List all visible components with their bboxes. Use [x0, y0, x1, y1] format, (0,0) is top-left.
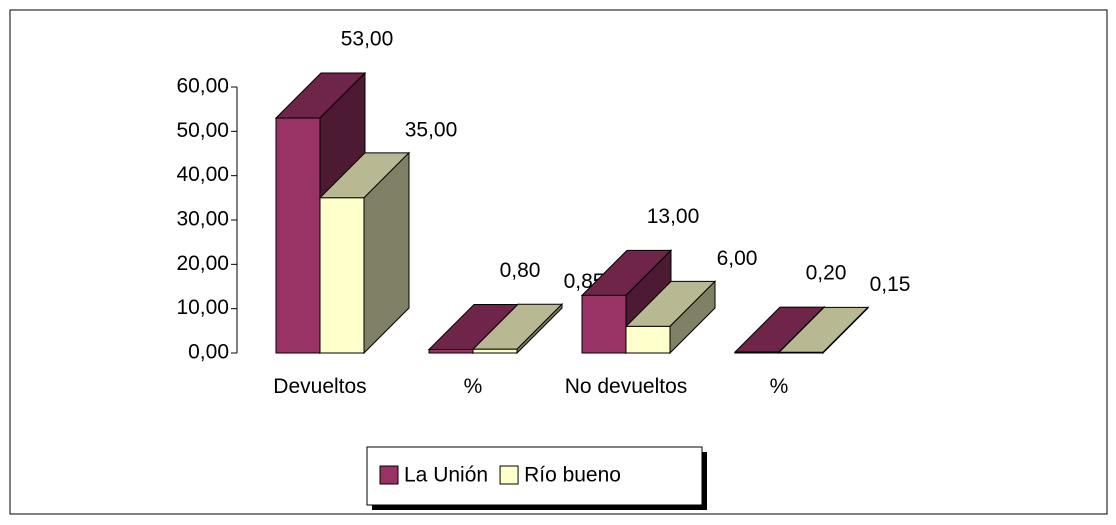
bar-face	[428, 348, 474, 354]
x-tick-label: %	[463, 375, 483, 398]
data-label: 0,80	[500, 259, 541, 282]
bar-face	[778, 351, 824, 354]
legend-label: La Unión	[404, 464, 488, 487]
bar	[471, 303, 564, 355]
data-label: 13,00	[647, 205, 700, 228]
legend-swatch	[499, 465, 519, 485]
bar-face	[625, 325, 671, 354]
data-label: 35,00	[405, 118, 458, 141]
bar	[624, 280, 717, 355]
y-tick-label: 50,00	[176, 119, 229, 142]
x-tick-label: %	[769, 375, 789, 398]
data-label: 0,15	[870, 273, 911, 296]
data-label: 53,00	[341, 28, 394, 51]
bar-face	[275, 117, 321, 354]
bar-face	[734, 351, 780, 354]
bar-face	[472, 348, 518, 354]
data-label: 0,20	[806, 262, 847, 285]
chart-border	[9, 9, 1108, 515]
y-tick-label: 20,00	[176, 252, 229, 275]
x-tick-label: Devueltos	[273, 375, 367, 398]
y-tick-label: 0,00	[188, 341, 229, 364]
legend-label: Río bueno	[524, 464, 621, 487]
x-tick-label: No devueltos	[564, 375, 688, 398]
legend-swatch	[379, 465, 399, 485]
bar	[777, 306, 870, 355]
y-tick-label: 10,00	[176, 296, 229, 319]
y-tick-label: 60,00	[176, 75, 229, 98]
y-tick-label: 30,00	[176, 208, 229, 231]
bar	[580, 249, 673, 355]
bar-face	[581, 294, 627, 354]
data-label: 6,00	[717, 247, 758, 270]
bar	[318, 151, 411, 355]
y-tick-label: 40,00	[176, 163, 229, 186]
bar-face	[319, 197, 365, 354]
legend	[366, 446, 703, 506]
